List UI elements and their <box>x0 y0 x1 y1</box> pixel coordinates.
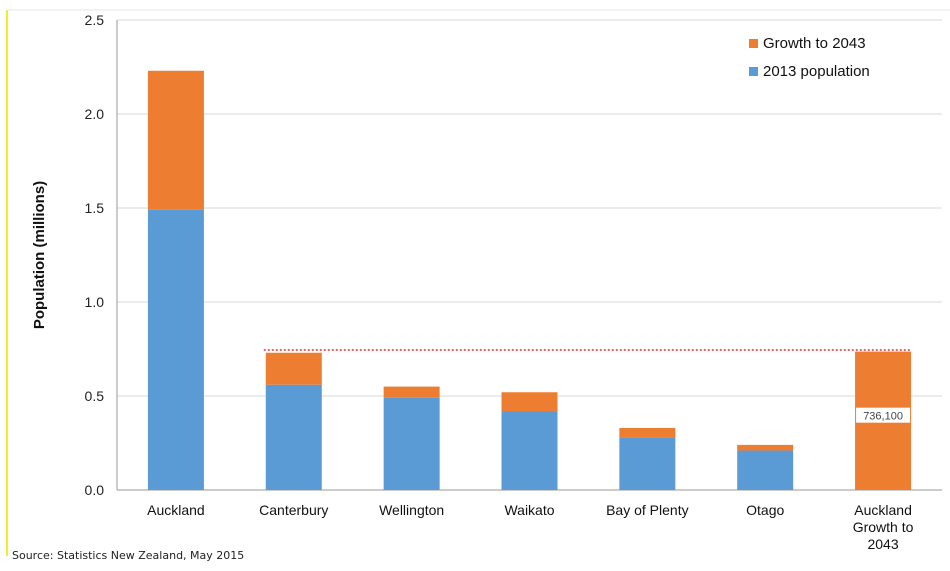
source-note: Source: Statistics New Zealand, May 2015 <box>12 549 245 562</box>
y-tick-label: 2.5 <box>85 12 105 28</box>
bar-growth-2043 <box>147 70 204 210</box>
x-tick-label: Growth to <box>853 519 914 535</box>
y-axis-label: Population (millions) <box>31 181 48 329</box>
y-tick-label: 0.0 <box>85 482 105 498</box>
x-tick-label: Waikato <box>504 502 554 518</box>
bar-growth-2043 <box>265 352 322 385</box>
legend-label: 2013 population <box>763 63 870 80</box>
x-tick-label: Auckland <box>854 502 912 518</box>
y-tick-label: 2.0 <box>85 106 105 122</box>
y-tick-label: 1.0 <box>85 294 105 310</box>
bar-growth-2043 <box>737 444 794 451</box>
x-tick-label: Bay of Plenty <box>606 502 689 518</box>
bar-population-2013 <box>147 209 204 490</box>
bar-population-2013 <box>265 384 322 490</box>
frame-left-border <box>6 10 8 556</box>
annotation-box <box>856 407 911 423</box>
annotation-label: 736,100 <box>863 411 903 423</box>
bar-population-2013 <box>737 450 794 490</box>
bar-growth-2043 <box>383 386 440 398</box>
x-tick-label: Wellington <box>379 502 444 518</box>
x-tick-label: Canterbury <box>259 502 328 518</box>
legend-label: Growth to 2043 <box>763 35 866 52</box>
bar-population-2013 <box>619 437 676 490</box>
legend-swatch <box>749 67 758 76</box>
bar-population-2013 <box>383 397 440 490</box>
bar-growth-2043 <box>619 427 676 438</box>
legend-swatch <box>749 39 758 48</box>
bar-growth-2043 <box>501 392 558 412</box>
x-tick-label: 2043 <box>867 536 898 552</box>
x-tick-label: Otago <box>746 502 784 518</box>
y-tick-label: 0.5 <box>85 388 105 404</box>
y-tick-label: 1.5 <box>85 200 105 216</box>
bar-population-2013 <box>501 411 558 490</box>
x-tick-label: Auckland <box>147 502 205 518</box>
